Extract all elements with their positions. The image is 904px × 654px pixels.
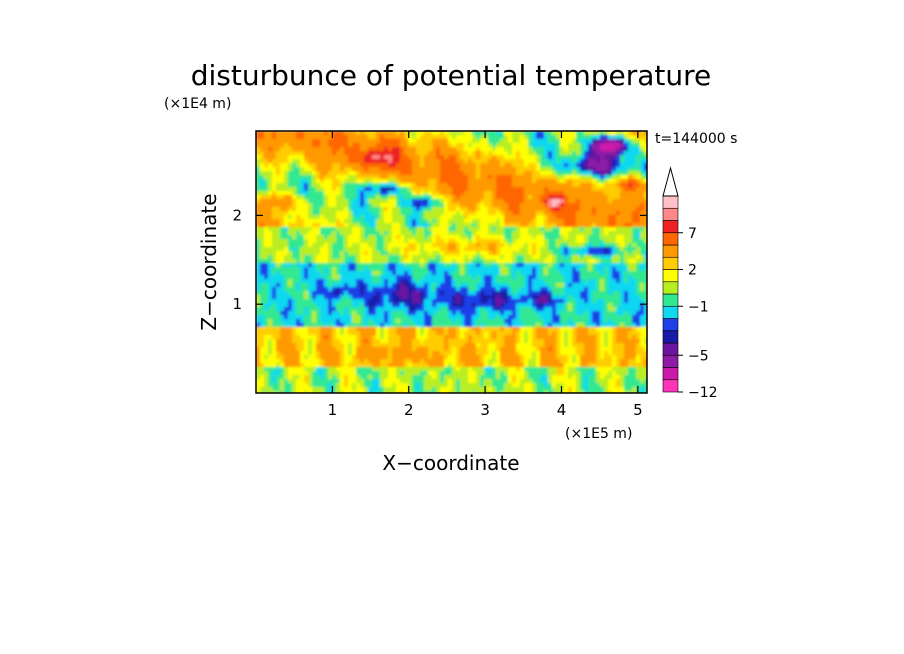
time-annotation: t=144000 s — [655, 131, 737, 147]
y-axis-label: Z−coordinate — [197, 193, 221, 330]
colorbar-swatch — [662, 244, 679, 258]
colorbar-swatch — [662, 281, 679, 295]
colorbar-extend-arrow — [662, 166, 679, 197]
colorbar-swatch — [662, 207, 679, 221]
plot-frame — [255, 130, 648, 394]
x-tick-label: 5 — [633, 401, 643, 419]
x-unit-label: (×1E5 m) — [565, 426, 632, 442]
colorbar-swatch — [662, 256, 679, 270]
colorbar-tick-label: 7 — [688, 226, 697, 242]
colorbar-swatch — [662, 232, 679, 246]
chart-title: disturbunce of potential temperature — [191, 59, 712, 92]
x-tick-label: 2 — [404, 401, 414, 419]
y-unit-label: (×1E4 m) — [164, 96, 231, 112]
colorbar-swatch — [662, 220, 679, 234]
x-tick-label: 1 — [328, 401, 338, 419]
y-tick-label: 1 — [232, 295, 242, 313]
colorbar-swatch — [662, 293, 679, 307]
x-axis: 1 2 3 4 5 — [328, 131, 643, 419]
colorbar-tick-label: −12 — [688, 385, 718, 401]
colorbar: −12−5−127 — [662, 166, 718, 401]
colorbar-swatch — [662, 269, 679, 283]
colorbar-swatch — [662, 342, 679, 356]
colorbar-swatch — [662, 318, 679, 332]
contour-field — [256, 131, 647, 393]
colorbar-swatch — [662, 379, 679, 393]
x-tick-label: 3 — [480, 401, 490, 419]
y-tick-label: 2 — [232, 206, 242, 224]
colorbar-tick-label: 2 — [688, 263, 697, 279]
colorbar-tick-label: −5 — [688, 348, 709, 364]
colorbar-swatch — [662, 367, 679, 381]
colorbar-swatch — [662, 305, 679, 319]
contour-cells — [256, 131, 647, 393]
x-axis-label: X−coordinate — [382, 451, 519, 475]
colorbar-swatch — [662, 354, 679, 368]
colorbar-swatch — [662, 195, 679, 209]
colorbar-swatch — [662, 330, 679, 344]
y-axis: 12 — [232, 206, 647, 313]
colorbar-tick-label: −1 — [688, 299, 709, 315]
x-tick-label: 4 — [557, 401, 567, 419]
